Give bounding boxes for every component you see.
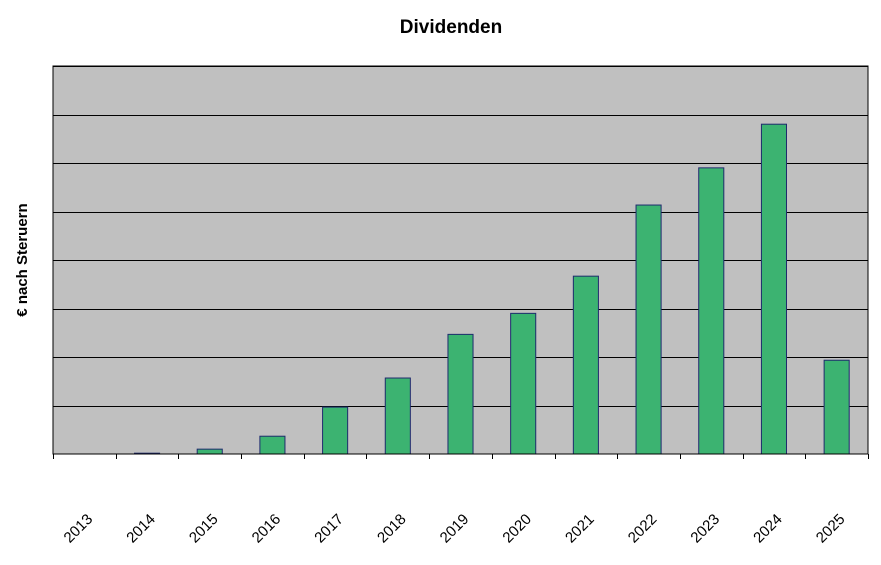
gridlines (53, 66, 868, 407)
y-axis-label: € nach Steruern (14, 203, 31, 316)
bar-2019 (447, 333, 474, 455)
bar-2015 (196, 448, 223, 455)
x-tick-label: 2018 (374, 511, 410, 547)
x-tick-label: 2021 (562, 511, 598, 547)
bar-2020 (510, 312, 537, 455)
bar-2018 (384, 377, 411, 455)
bar-2025 (823, 359, 850, 455)
x-tick-label: 2013 (61, 511, 97, 547)
x-tick-label: 2025 (813, 511, 849, 547)
x-tick-label: 2024 (750, 511, 786, 547)
bar-2023 (698, 167, 725, 455)
x-tick-label: 2022 (625, 511, 661, 547)
chart-title: Dividenden (400, 17, 502, 38)
bar-2022 (635, 204, 662, 455)
bar-2017 (322, 406, 349, 455)
x-tick-label: 2019 (437, 511, 473, 547)
x-tick-labels: 2013 2014 2015 2016 2017 2018 2019 2020 2021 2022… (61, 511, 849, 547)
bar-2024 (760, 123, 788, 455)
x-tick-label: 2015 (186, 511, 222, 547)
x-tick-label: 2023 (687, 511, 723, 547)
x-tick-label: 2017 (311, 511, 347, 547)
bar-2021 (572, 275, 599, 455)
x-ticks (53, 454, 869, 459)
x-tick-label: 2020 (499, 511, 535, 547)
x-tick-label: 2016 (249, 511, 285, 547)
bar-2016 (259, 435, 286, 455)
x-tick-label: 2014 (123, 511, 159, 547)
